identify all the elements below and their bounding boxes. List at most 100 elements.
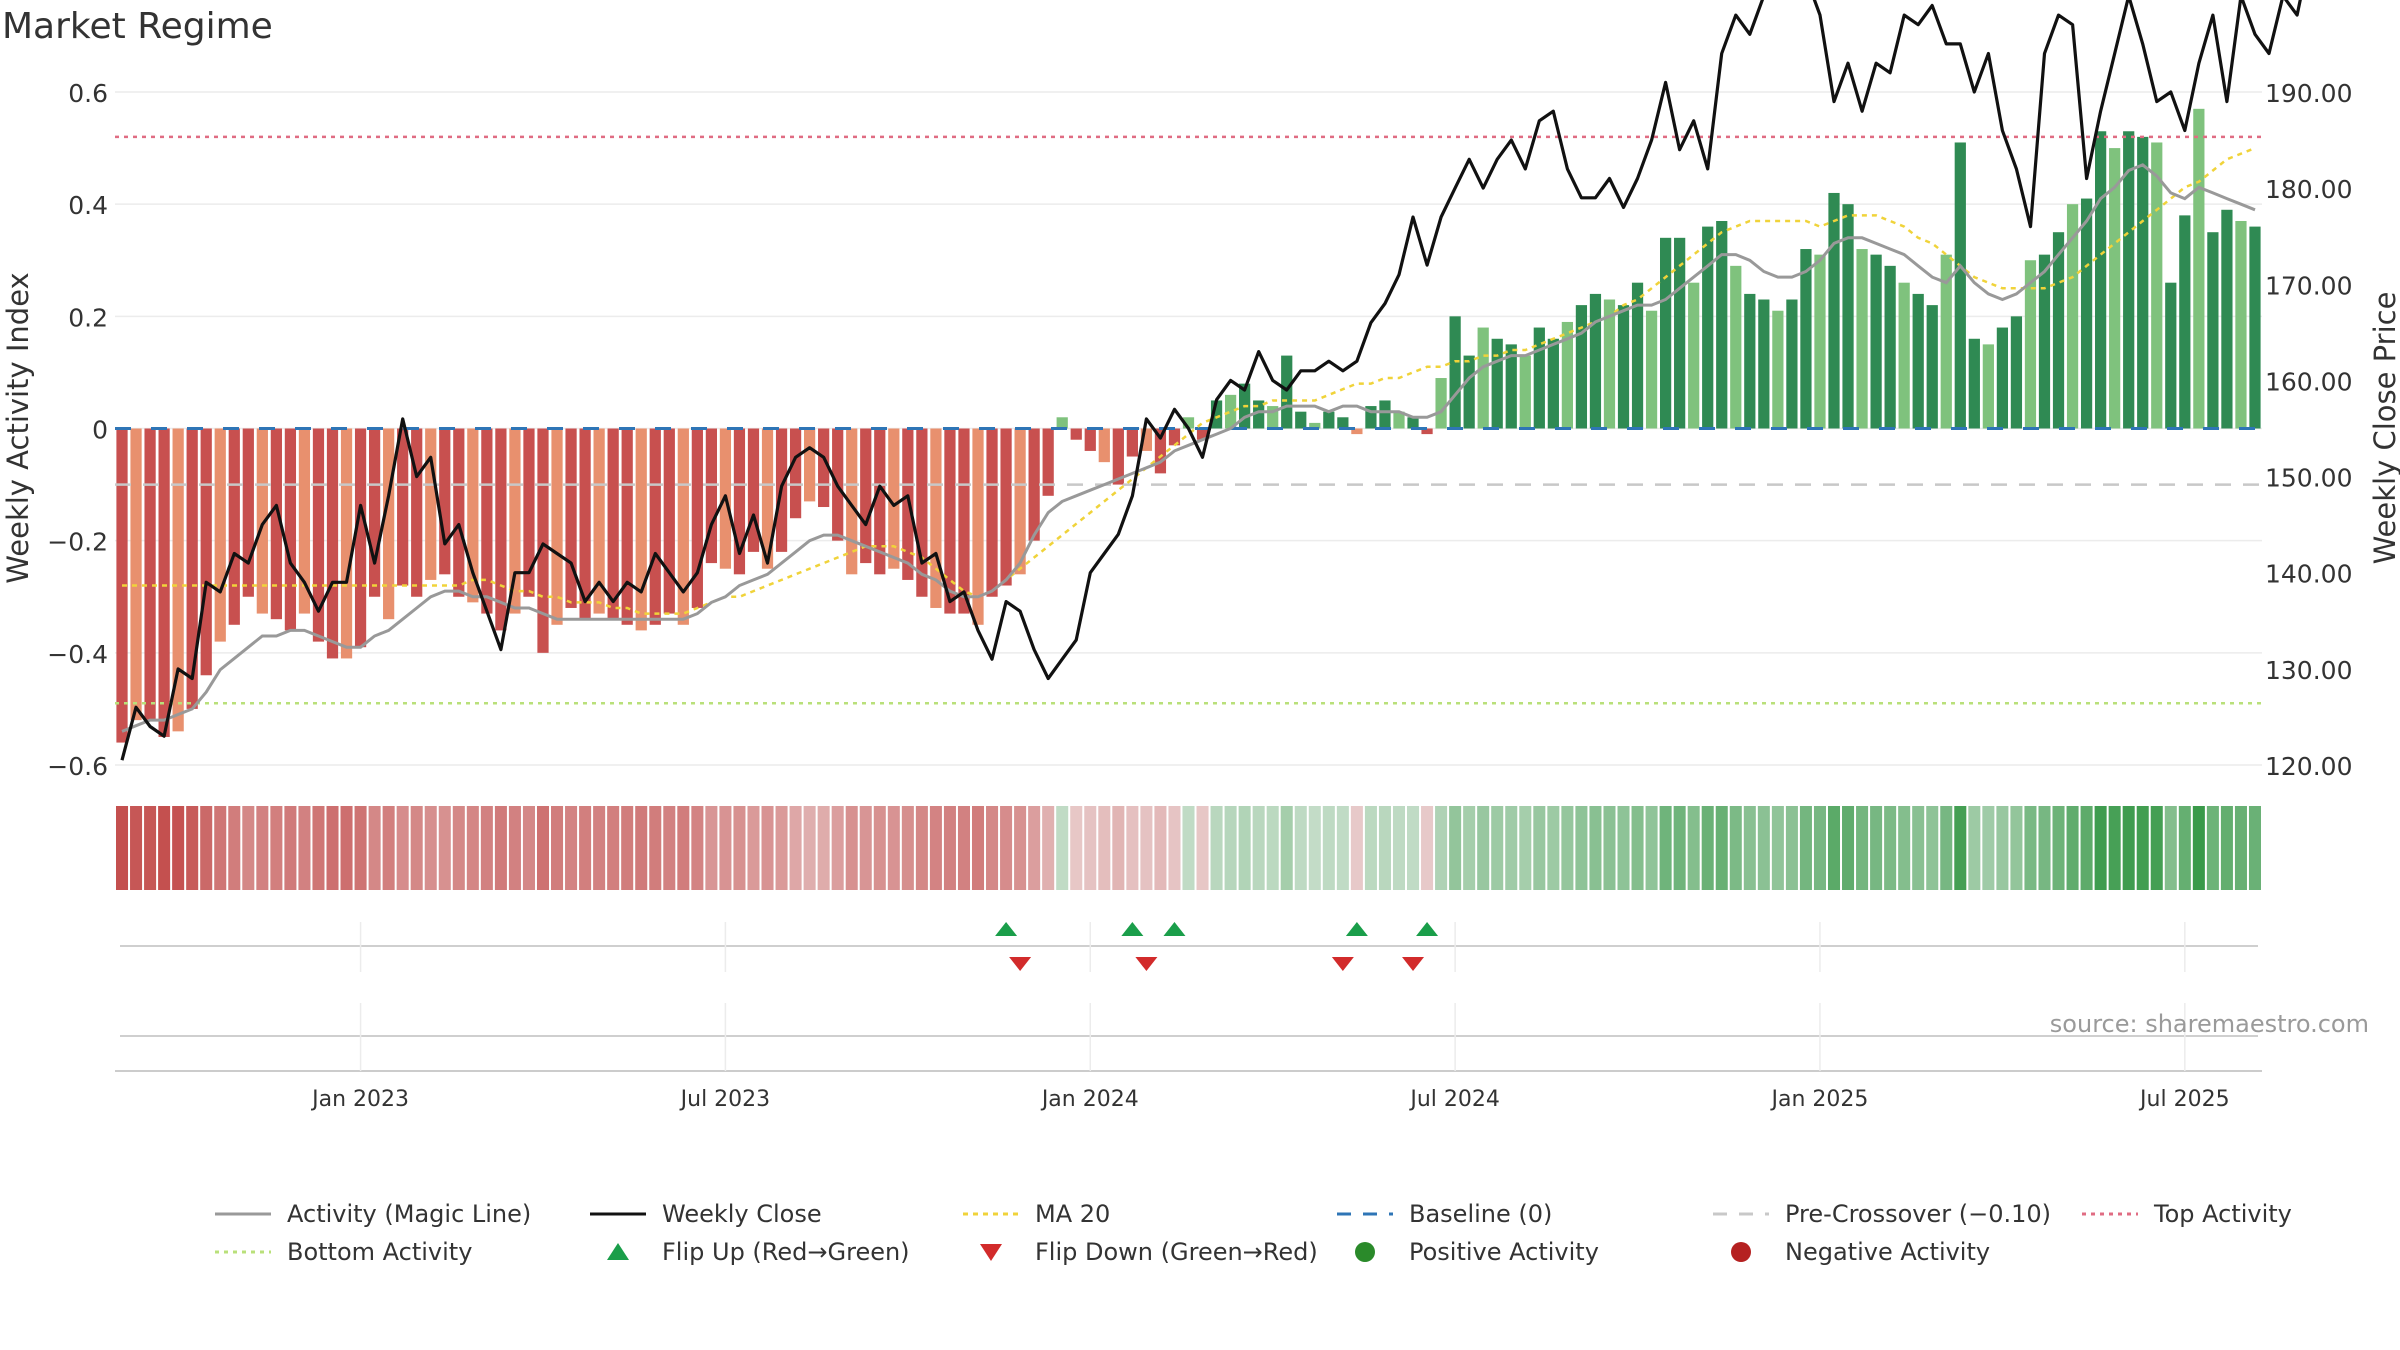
x-tick-label: Jul 2023 [679,1087,771,1112]
activity-bar [621,428,633,625]
activity-bar [1828,192,1840,429]
regime-cell [2248,806,2261,890]
activity-bar [1519,355,1531,429]
activity-bar [1589,293,1602,429]
legend-label: Baseline (0) [1409,1200,1553,1228]
regime-cell [2122,806,2135,890]
regime-cell [551,806,564,890]
activity-bar [453,428,465,597]
regime-cell [565,806,578,890]
regime-cell [1000,806,1013,890]
x-axis: Jan 2023 Jul 2023 Jan 2024 Jul 2024 Jan 2025… [115,922,2262,1112]
activity-bar [2066,204,2079,429]
regime-cell [1799,806,1812,890]
regime-cell [1996,806,2009,890]
regime-cell [242,806,255,890]
activity-bar [1716,220,1728,429]
regime-cell [1364,806,1377,890]
regime-cell [859,806,872,890]
activity-bar [635,428,647,631]
regime-cell [2038,806,2051,890]
activity-bar [2080,198,2093,429]
regime-cell [915,806,928,890]
regime-cell [579,806,592,890]
regime-cell [1842,806,1855,890]
activity-bar [860,428,872,564]
regime-cell [1617,806,1630,890]
activity-bar [1940,254,1952,429]
activity-bar [1435,378,1447,429]
activity-bar [200,428,212,676]
legend-item: Negative Activity [1713,1238,1990,1266]
activity-bar [705,428,718,564]
activity-bar [818,428,830,508]
chart-title: Market Regime [2,6,273,47]
regime-cell [2052,806,2065,890]
regime-cell [1210,806,1223,890]
activity-bar [2052,232,2065,429]
regime-cell [2164,806,2177,890]
activity-bar [1196,428,1209,440]
regime-cell [2150,806,2163,890]
activity-bar [2038,254,2051,429]
regime-cell [1673,806,1686,890]
activity-bar [551,428,563,625]
regime-cell [2136,806,2149,890]
regime-cell [508,806,521,890]
regime-cell [1561,806,1574,890]
activity-bar [1898,282,1910,429]
activity-bar [1884,265,1896,429]
regime-cell [831,806,844,890]
activity-bar [930,428,942,608]
activity-bar [1056,417,1068,429]
activity-bar [607,428,619,620]
regime-cell [1070,806,1083,890]
regime-cell [1182,806,1195,890]
activity-bar [1154,428,1167,474]
activity-bar [579,428,591,620]
x-tick-label: Jul 2024 [1408,1087,1500,1112]
regime-cell [494,806,507,890]
legend-label: Top Activity [2154,1200,2292,1228]
weekly-close-line [120,0,2302,761]
regime-cell [466,806,479,890]
activity-bar [2165,282,2177,429]
regime-cell [1421,806,1434,890]
activity-bar [916,428,928,597]
activity-bar [1561,321,1573,429]
regime-cell [929,806,942,890]
regime-cell [2094,806,2107,890]
dashed-line-lightgray-icon [1713,1212,1769,1216]
y-right-tick-label: 120.00 [2265,752,2352,781]
activity-bar [425,428,437,580]
regime-cell [691,806,704,890]
activity-bar [1730,265,1742,429]
regime-cell [186,806,199,890]
regime-cell [2108,806,2121,890]
activity-bar [888,428,900,569]
regime-cell [340,806,353,890]
flip-down-marker [1135,957,1158,971]
activity-bar [1463,355,1475,429]
activity-bar [733,428,746,575]
activity-bar [2193,108,2205,429]
regime-cell [2010,806,2023,890]
solid-line-black-icon [590,1212,646,1216]
y-left-tick-label: 0.4 [68,191,108,220]
regime-cell [873,806,886,890]
legend-item: Top Activity [2082,1200,2292,1228]
activity-bar [1603,299,1616,429]
regime-cell [803,806,816,890]
activity-bar [1617,305,1630,429]
activity-bar [1856,249,1868,429]
legend-item: MA 20 [963,1200,1110,1228]
regime-cell [1154,806,1167,890]
y-left-tick-label: 0 [92,416,108,445]
regime-cell [1603,806,1616,890]
regime-cell [817,806,830,890]
regime-cell [228,806,241,890]
activity-bar [1140,428,1153,451]
y-left-tick-label: −0.6 [47,752,108,781]
activity-bar [761,428,774,569]
